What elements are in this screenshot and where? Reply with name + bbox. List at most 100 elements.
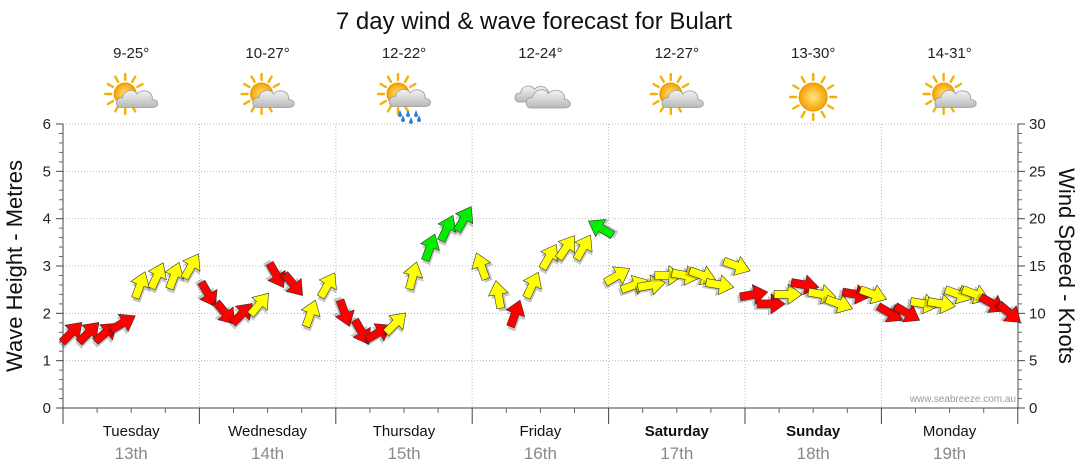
wind-arrow	[538, 244, 559, 275]
wind-arrow-body	[841, 284, 871, 305]
wind-arrow-body	[739, 284, 769, 305]
wind-arrow	[702, 274, 734, 297]
day-temperature: 12-24°	[518, 45, 562, 62]
wind-arrow-body	[909, 293, 939, 315]
wind-arrow-body	[588, 219, 616, 239]
x-tick-label-day: Tuesday	[103, 423, 160, 440]
day-temperature: 12-27°	[655, 45, 699, 62]
sun-ray	[681, 82, 690, 89]
wind-arrow	[505, 299, 526, 332]
sun-ray	[243, 82, 251, 89]
x-tick-label-day: Monday	[923, 423, 977, 440]
wind-arrow	[130, 271, 151, 303]
wind-arrow	[488, 280, 511, 312]
wind-arrow-body	[636, 274, 666, 296]
wind-arrow	[164, 262, 185, 294]
sun-ray	[106, 82, 115, 89]
wind-arrow	[855, 284, 887, 305]
wind-arrow-body	[247, 292, 269, 318]
cloud-shape	[661, 89, 704, 108]
wind-arrow	[229, 303, 253, 330]
wind-arrow-body	[603, 266, 631, 287]
sun-ray	[243, 99, 251, 106]
sun-ray	[949, 75, 955, 84]
wind-arrow-body	[572, 234, 593, 262]
sun-ray	[820, 110, 826, 119]
sun-ray	[250, 75, 256, 84]
wind-arrow-body	[554, 235, 575, 262]
wind-arrow	[889, 302, 920, 323]
chart-title: 7 day wind & wave forecast for Bulart	[336, 8, 733, 35]
y-left-tick-label: 2	[43, 305, 51, 322]
cloud-shape	[115, 89, 159, 108]
x-tick-label-date: 15th	[387, 444, 420, 463]
wind-arrow-body	[197, 279, 218, 307]
sun-ray	[925, 99, 933, 106]
wind-arrow-body	[996, 300, 1021, 323]
wind-arrow	[554, 235, 575, 265]
wind-arrow-body	[180, 253, 201, 281]
wind-arrow-body	[522, 271, 542, 300]
wind-arrow-body	[722, 256, 751, 276]
day-temperature: 13-30°	[791, 45, 835, 62]
wind-arrow-body	[420, 233, 440, 262]
sun-ray	[379, 99, 388, 106]
sun-ray	[113, 75, 120, 84]
wind-arrow-body	[403, 261, 423, 291]
wind-arrow-body	[671, 265, 700, 286]
sun-ray	[408, 82, 417, 89]
cloud-shape	[525, 89, 571, 109]
y-right-tick-label: 25	[1029, 163, 1046, 180]
wind-arrow-body	[773, 284, 803, 305]
sun-ray	[136, 82, 144, 89]
wind-arrow	[437, 215, 457, 247]
wind-arrow	[588, 219, 619, 239]
x-tick-label-date: 19th	[933, 444, 966, 463]
sun-ray	[792, 104, 800, 110]
x-tick-label-day: Thursday	[373, 423, 436, 440]
wind-arrow-body	[471, 252, 491, 281]
wind-arrow	[601, 266, 631, 290]
cloud-shape	[934, 89, 977, 108]
day-temperature: 14-31°	[927, 45, 971, 62]
wind-arrow	[771, 284, 803, 307]
wind-arrow-body	[453, 206, 474, 234]
sun-ray	[792, 84, 800, 90]
rain-drop	[414, 110, 418, 117]
wind-arrow-body	[488, 280, 509, 310]
wind-arrow	[923, 293, 956, 316]
wind-arrow-body	[130, 271, 150, 300]
sun-disc	[798, 82, 828, 112]
rain-drop	[398, 110, 402, 117]
sun-ray	[403, 104, 410, 113]
wind-arrow-body	[265, 261, 286, 288]
wind-arrow	[403, 261, 424, 294]
wind-arrow	[522, 271, 543, 303]
sun-ray	[250, 104, 256, 113]
x-tick-label-date: 13th	[115, 444, 148, 463]
left-axis: 0 1 2 3 4 5 6	[43, 116, 64, 417]
day-temperature: 10-27°	[245, 45, 289, 62]
sun-ray	[826, 104, 835, 110]
cloud-shape	[388, 88, 432, 107]
partly-cloudy-icon	[922, 72, 977, 116]
sun-ray	[932, 104, 938, 113]
cloud-shape	[252, 89, 295, 108]
wind-arrow	[634, 274, 666, 298]
wind-arrow-body	[858, 284, 887, 305]
x-tick-label-date: 16th	[524, 444, 557, 463]
wind-arrow	[382, 312, 407, 340]
wind-arrow-body	[505, 299, 525, 329]
sun-ray	[652, 82, 660, 89]
wind-arrow	[301, 299, 321, 332]
sun-ray	[272, 82, 281, 89]
wind-arrow-body	[335, 298, 355, 327]
day-temperature: 12-22°	[382, 45, 426, 62]
rain-drop	[417, 115, 421, 122]
wind-arrow	[572, 234, 593, 265]
wind-arrow	[247, 292, 269, 321]
x-tick-label-day: Saturday	[645, 423, 710, 440]
sun-ray	[379, 82, 388, 89]
wind-arrow-body	[437, 215, 457, 243]
wind-arrow-body	[213, 299, 235, 325]
